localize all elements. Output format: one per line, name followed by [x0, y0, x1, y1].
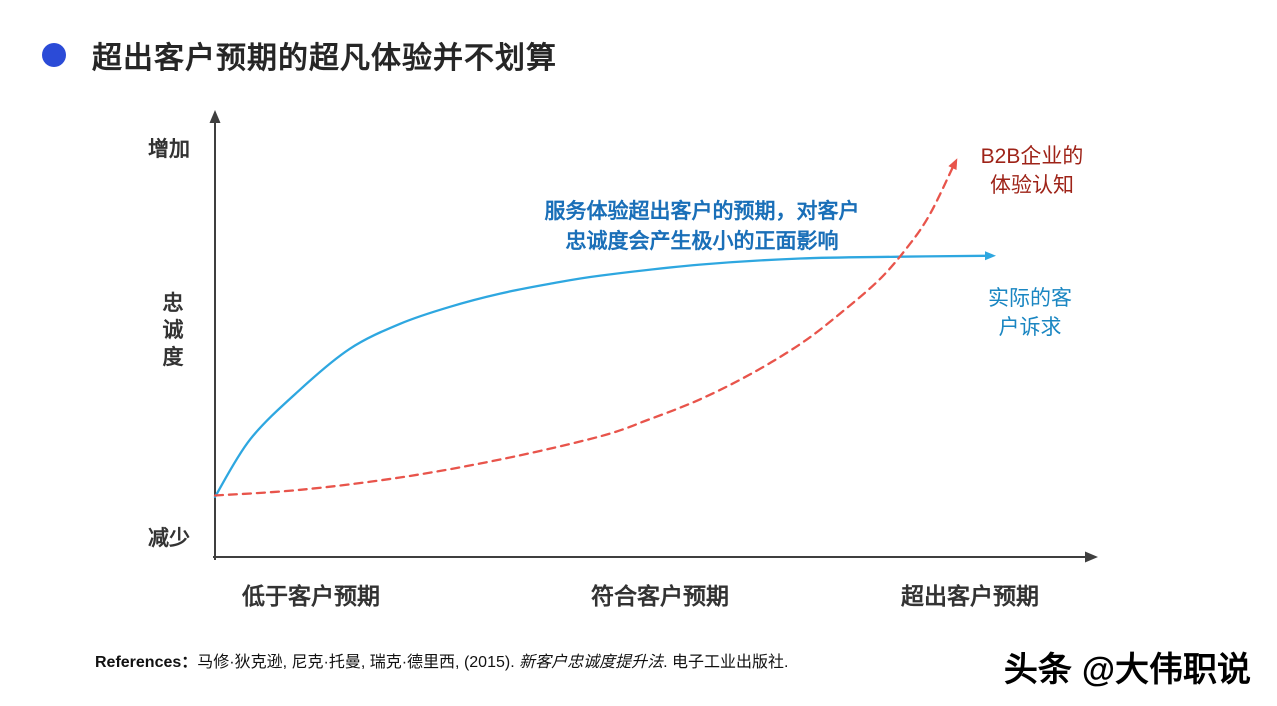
references-label: References： — [95, 654, 198, 671]
x-tick-label-exceeds: 超出客户预期 — [901, 583, 1039, 609]
x-axis-arrow-icon — [1085, 551, 1098, 563]
references-suffix: . 电子工业出版社. — [663, 654, 789, 671]
title-bullet-dot — [42, 43, 66, 67]
series-label-b2b-line-1: B2B企业的 — [980, 145, 1084, 168]
series-label-actual-line-1: 实际的客 — [988, 287, 1072, 310]
series-label-b2b: B2B企业的 体验认知 — [981, 142, 1084, 200]
y-axis-title: 忠诚度 — [162, 292, 184, 369]
y-axis-arrow-icon — [209, 110, 221, 123]
series-curve-actual — [213, 254, 987, 499]
series-arrowhead-icon-actual — [985, 251, 996, 261]
chart-annotation-line-1: 服务体验超出客户的预期，对客户 — [544, 200, 860, 223]
series-label-actual-line-2: 户诉求 — [998, 316, 1062, 339]
slide-title: 超出客户预期的超凡体验并不划算 — [92, 42, 557, 75]
y-axis-top-label: 增加 — [148, 138, 190, 161]
watermark: 头条 @大伟职说 — [1004, 642, 1251, 691]
series-label-b2b-line-2: 体验认知 — [989, 174, 1074, 197]
references-book-title: 新客户忠诚度提升法 — [519, 654, 664, 671]
series-curves — [213, 158, 996, 499]
series-curve-b2b — [213, 166, 954, 497]
references: References：马修·狄克逊, 尼克·托曼, 瑞克·德里西, (2015)… — [95, 648, 788, 672]
axes — [209, 110, 1098, 563]
slide-header: 超出客户预期的超凡体验并不划算 — [42, 33, 557, 77]
chart-annotation-line-2: 忠诚度会产生极小的正面影响 — [565, 230, 839, 253]
x-tick-label-meets: 符合客户预期 — [591, 583, 729, 609]
references-authors: 马修·狄克逊, 尼克·托曼, 瑞克·德里西, (2015). — [197, 654, 520, 671]
watermark-handle: @大伟职说 — [1081, 651, 1251, 689]
x-tick-label-below: 低于客户预期 — [242, 583, 380, 609]
watermark-brand: 头条 — [1003, 650, 1072, 690]
series-label-actual: 实际的客 户诉求 — [988, 284, 1072, 342]
y-axis-bottom-label: 减少 — [148, 527, 190, 550]
chart-annotation: 服务体验超出客户的预期，对客户 忠诚度会产生极小的正面影响 — [545, 197, 860, 257]
series-arrowhead-icon-b2b — [948, 158, 958, 170]
